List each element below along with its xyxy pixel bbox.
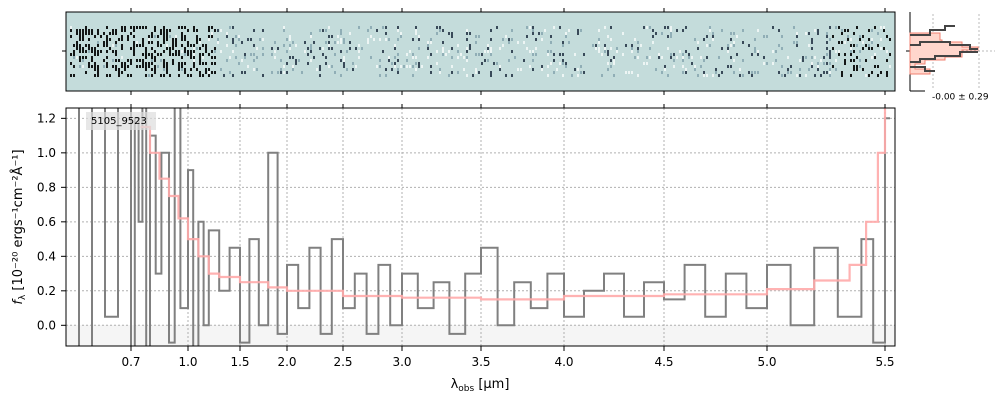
- y-tick-label: 0.8: [37, 180, 56, 194]
- label-box: [86, 112, 156, 130]
- 2d-spectrum-image: [70, 26, 891, 77]
- x-tick-label: 1.5: [230, 355, 249, 369]
- data-series-line: [78, 108, 890, 346]
- y-tick-label: 1.0: [37, 146, 56, 160]
- x-axis-label: λobs [μm]: [451, 377, 510, 394]
- model-series-line: [140, 108, 887, 301]
- x-tick-label: 5.5: [875, 355, 894, 369]
- x-tick-label: 4.5: [654, 355, 673, 369]
- y-tick-label: 0.6: [37, 215, 56, 229]
- x-tick-label: 1.0: [178, 355, 197, 369]
- x-tick-label: 2.5: [333, 355, 352, 369]
- 2d-spectrum-panel: [62, 8, 896, 95]
- x-tick-label: 4.0: [554, 355, 573, 369]
- y-axis-label: fλ [10⁻²⁰ ergs⁻¹cm⁻²Å⁻¹]: [10, 149, 28, 304]
- residual-histogram-panel: -0.00 ± 0.29: [906, 12, 995, 103]
- object-label: 5105_9523: [91, 116, 147, 127]
- x-tick-label: 3.5: [471, 355, 490, 369]
- histogram-data: [910, 25, 978, 72]
- y-tick-label: 0.0: [37, 318, 56, 332]
- histogram-label: -0.00 ± 0.29: [932, 93, 989, 103]
- y-tick-label: 0.4: [37, 249, 56, 263]
- negative-flux-shade: [66, 325, 895, 346]
- x-tick-label: 5.0: [757, 355, 776, 369]
- x-tick-label: 3.0: [392, 355, 411, 369]
- x-tick-label: 0.7: [121, 355, 140, 369]
- main-spectrum-panel: 5105_9523 0.7 1.0 1.5 2.0 2.5 3.0 3.5 4.0 4.5 5.0…: [37, 104, 896, 369]
- y-tick-label: 1.2: [37, 111, 56, 125]
- x-tick-label: 2.0: [277, 355, 296, 369]
- y-tick-label: 0.2: [37, 284, 56, 298]
